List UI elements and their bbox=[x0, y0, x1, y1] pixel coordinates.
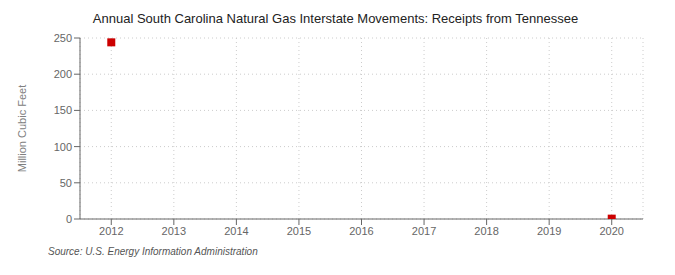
svg-text:2013: 2013 bbox=[162, 225, 186, 237]
svg-text:200: 200 bbox=[54, 68, 72, 80]
svg-text:Million Cubic Feet: Million Cubic Feet bbox=[16, 85, 28, 172]
svg-text:2017: 2017 bbox=[412, 225, 436, 237]
svg-text:2020: 2020 bbox=[599, 225, 623, 237]
svg-text:2015: 2015 bbox=[287, 225, 311, 237]
html-text:Source: U.S. Energy Informatio: Source: U.S. Energy Information Administ… bbox=[48, 246, 258, 257]
svg-text:250: 250 bbox=[54, 32, 72, 44]
svg-text:2019: 2019 bbox=[537, 225, 561, 237]
svg-text:2016: 2016 bbox=[349, 225, 373, 237]
svg-text:0: 0 bbox=[66, 213, 72, 225]
svg-text:100: 100 bbox=[54, 141, 72, 153]
svg-text:2014: 2014 bbox=[224, 225, 248, 237]
html-text:Annual South Carolina Natural: Annual South Carolina Natural Gas Inters… bbox=[92, 11, 579, 26]
svg-text:50: 50 bbox=[60, 177, 72, 189]
svg-text:2018: 2018 bbox=[474, 225, 498, 237]
svg-text:150: 150 bbox=[54, 104, 72, 116]
svg-text:2012: 2012 bbox=[99, 225, 123, 237]
